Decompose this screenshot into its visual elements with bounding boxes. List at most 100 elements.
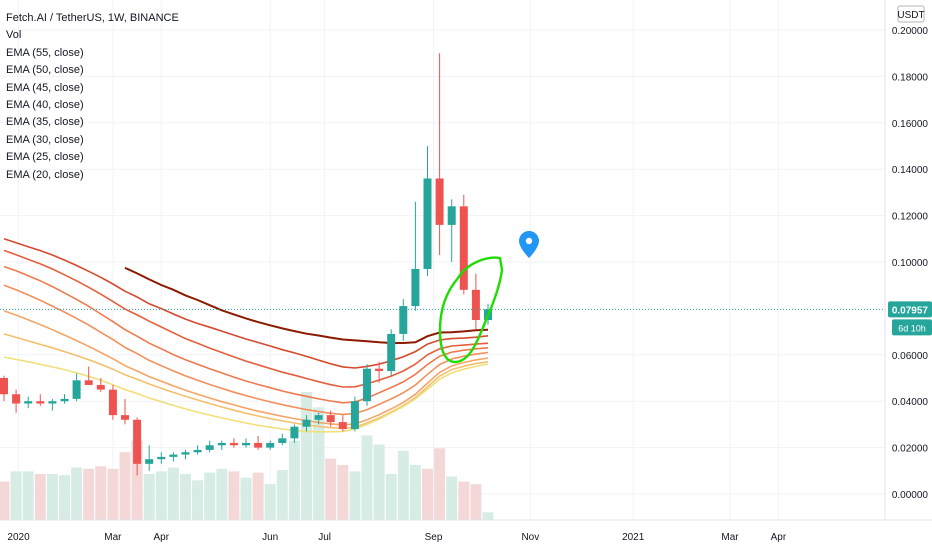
- candle-body[interactable]: [266, 442, 275, 448]
- candle-body[interactable]: [435, 178, 444, 225]
- currency-box[interactable]: [897, 5, 925, 23]
- hand-drawn-circle-annotation: [438, 256, 504, 364]
- candle-body[interactable]: [375, 368, 384, 372]
- legend-vol[interactable]: Vol: [6, 29, 22, 42]
- candle-body[interactable]: [12, 394, 21, 404]
- candle-body[interactable]: [326, 415, 335, 423]
- candle-body[interactable]: [242, 442, 250, 446]
- legend-ema-25[interactable]: EMA (25, close): [6, 151, 84, 164]
- candle-body[interactable]: [121, 415, 129, 420]
- candle-body[interactable]: [254, 442, 263, 448]
- legend-ema-20[interactable]: EMA (20, close): [6, 168, 84, 181]
- ema-line: [3, 309, 489, 426]
- volume-bar: [482, 512, 494, 520]
- time-axis-label: Sep: [425, 532, 443, 543]
- ema-line: [3, 356, 489, 433]
- volume-bar: [325, 458, 337, 520]
- candle-body[interactable]: [471, 289, 480, 320]
- candle-body[interactable]: [387, 333, 396, 372]
- legend-ema-30[interactable]: EMA (30, close): [6, 133, 84, 146]
- volume-bar: [470, 484, 482, 520]
- candle-body[interactable]: [145, 459, 154, 464]
- chart-title[interactable]: Fetch.AI / TetherUS, 1W, BINANCE: [6, 12, 179, 24]
- candle-body[interactable]: [423, 178, 432, 269]
- volume-bar: [228, 471, 240, 520]
- candle-body[interactable]: [363, 368, 371, 402]
- time-axis-label: Mar: [721, 532, 739, 543]
- map-marker-dot: [525, 237, 533, 245]
- volume-bar: [131, 440, 143, 520]
- volume-bar: [337, 464, 349, 520]
- price-axis-tick-label: 0.18000: [892, 72, 929, 83]
- candle-body[interactable]: [84, 380, 93, 385]
- candle-body[interactable]: [181, 452, 190, 455]
- legend-ema-50[interactable]: EMA (50, close): [6, 64, 84, 77]
- volume-bar: [385, 473, 397, 520]
- legend-ema-40[interactable]: EMA (40, close): [6, 99, 84, 112]
- legend-ema-55[interactable]: EMA (55, close): [6, 46, 84, 59]
- candle-body[interactable]: [302, 419, 311, 427]
- price-axis-tick-label: 0.02000: [892, 444, 929, 455]
- time-axis-label: Apr: [771, 532, 787, 543]
- volume-bar: [10, 471, 22, 520]
- candle-body[interactable]: [48, 401, 57, 404]
- volume-bar: [252, 472, 264, 520]
- candle-body[interactable]: [157, 456, 166, 460]
- ema-line: [3, 238, 489, 369]
- volume-bar: [313, 407, 325, 520]
- price-axis-tick-label: 0.16000: [892, 119, 929, 130]
- candle-body[interactable]: [133, 419, 142, 464]
- ema-line: [3, 333, 489, 430]
- volume-bar: [446, 476, 458, 520]
- volume-bar: [264, 484, 276, 520]
- volume-bar: [361, 435, 373, 520]
- candle-body[interactable]: [447, 206, 456, 225]
- legend-ema-45[interactable]: EMA (45, close): [6, 81, 84, 94]
- volume-bar: [373, 444, 385, 520]
- price-axis-tick-label: 0.04000: [892, 397, 929, 408]
- candle-body[interactable]: [350, 401, 359, 430]
- ema-line: [124, 266, 489, 344]
- candle-body[interactable]: [108, 389, 117, 416]
- candle-body[interactable]: [278, 438, 287, 443]
- time-axis-label: Apr: [154, 532, 170, 543]
- legend-ema-35[interactable]: EMA (35, close): [6, 116, 84, 129]
- last-price-value: 0.07957: [892, 305, 929, 316]
- map-marker-icon[interactable]: [519, 231, 539, 258]
- candle-body[interactable]: [96, 384, 105, 390]
- candle-body[interactable]: [36, 401, 45, 404]
- candle-body[interactable]: [24, 401, 33, 404]
- candle-body[interactable]: [72, 380, 81, 399]
- ema-line: [3, 284, 489, 416]
- time-axis-label: Nov: [521, 532, 539, 543]
- volume-bar: [349, 471, 361, 520]
- volume-bar: [143, 473, 155, 520]
- volume-bar: [107, 468, 119, 520]
- volume-bar: [95, 466, 107, 520]
- time-axis-label: 2020: [7, 532, 30, 543]
- volume-bar: [83, 468, 95, 520]
- candle-body[interactable]: [193, 449, 202, 453]
- candle-body[interactable]: [338, 422, 347, 430]
- volume-bar: [422, 468, 433, 520]
- candle-body[interactable]: [459, 206, 468, 290]
- candle-body[interactable]: [399, 306, 408, 334]
- candle-body[interactable]: [229, 442, 238, 446]
- volume-bar: [397, 450, 409, 520]
- candle-body[interactable]: [205, 445, 214, 450]
- candle-body[interactable]: [0, 378, 8, 395]
- candle-body[interactable]: [60, 398, 69, 402]
- candle-body[interactable]: [290, 426, 299, 439]
- volume-bar: [409, 464, 421, 520]
- candle-body[interactable]: [217, 442, 226, 446]
- candle-body[interactable]: [314, 415, 323, 420]
- candle-body[interactable]: [169, 454, 178, 457]
- price-axis-tick-label: 0.20000: [892, 26, 929, 37]
- volume-bar: [240, 477, 252, 520]
- candle-body[interactable]: [411, 268, 420, 307]
- indicator-legend: Fetch.AI / TetherUS, 1W, BINANCE Vol EMA…: [6, 10, 179, 184]
- volume-bar: [204, 472, 216, 520]
- volume-bar: [301, 392, 312, 520]
- currency-label[interactable]: USDT: [897, 10, 924, 21]
